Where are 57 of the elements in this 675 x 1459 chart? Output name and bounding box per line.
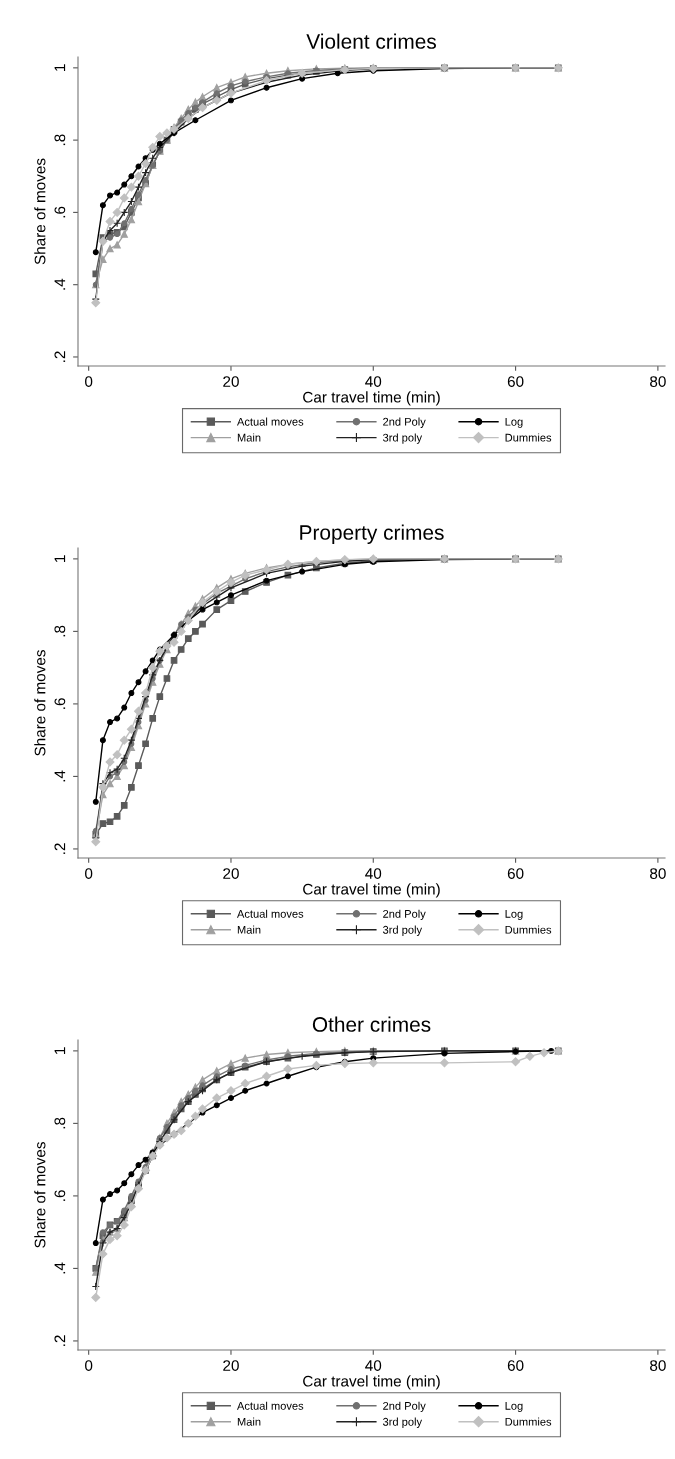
legend-label: Dummies	[505, 433, 552, 442]
legend-label: 2nd Poly	[383, 417, 426, 428]
legend-label: Actual moves	[236, 909, 304, 918]
y-tick-label: .4	[54, 770, 66, 782]
legend-label: Dummies	[505, 925, 552, 934]
chart-title: Other crimes	[312, 1016, 431, 1032]
legend-label: Dummies	[505, 1417, 552, 1426]
legend-label: 2nd Poly	[383, 1401, 426, 1412]
legend-label: 3rd poly	[382, 433, 423, 444]
x-tick-label: 80	[650, 376, 666, 387]
y-tick-label: .2	[54, 1335, 66, 1346]
x-tick-label: 80	[650, 868, 666, 879]
chart-title: Property crimes	[300, 524, 444, 544]
y-tick-label: .4	[54, 1262, 66, 1274]
x-tick-label: 0	[85, 1360, 93, 1371]
legend-label: Main	[237, 925, 261, 934]
legend-label: Main	[237, 1417, 261, 1426]
x-tick-label: 40	[365, 868, 382, 879]
legend-label: 2nd Poly	[383, 909, 426, 920]
y-tick-label: .8	[54, 625, 66, 637]
y-tick-label: .4	[54, 278, 66, 290]
legend-label: Log	[505, 417, 523, 428]
legend-label: Actual moves	[236, 1401, 304, 1410]
y-axis-title: Share of moves	[34, 1142, 46, 1248]
legend-label: 3rd poly	[382, 1417, 423, 1428]
x-tick-label: 60	[507, 868, 524, 879]
legend-label: Actual moves	[236, 417, 304, 426]
y-tick-label: .6	[54, 1190, 66, 1201]
y-tick-label: 1	[54, 64, 66, 71]
x-axis-title: Car travel time (min)	[303, 391, 440, 406]
x-tick-label: 0	[85, 376, 93, 387]
y-tick-label: .8	[54, 134, 66, 146]
y-axis-title: Share of moves	[34, 158, 46, 265]
x-tick-label: 0	[85, 868, 93, 879]
x-tick-label: 40	[365, 1360, 382, 1371]
legend-label: Log	[505, 1402, 523, 1412]
y-tick-label: .8	[54, 1117, 66, 1129]
legend-label: Log	[505, 910, 523, 920]
chart-title: Violent crimes	[306, 33, 436, 49]
y-tick-label: 1	[54, 1047, 66, 1054]
y-tick-label: 1	[54, 555, 66, 562]
y-tick-label: .2	[54, 843, 66, 854]
legend-label: Main	[237, 433, 261, 442]
y-axis-title: Share of moves	[34, 650, 46, 756]
y-tick-label: .6	[54, 206, 66, 218]
x-tick-label: 60	[507, 376, 524, 387]
y-tick-label: .6	[54, 698, 66, 709]
x-axis-title: Car travel time (min)	[303, 1375, 440, 1390]
y-tick-label: .2	[54, 351, 66, 362]
x-tick-label: 20	[223, 868, 239, 879]
x-axis-title: Car travel time (min)	[303, 883, 440, 898]
x-tick-label: 20	[223, 376, 239, 387]
x-tick-label: 40	[365, 376, 382, 387]
x-tick-label: 80	[650, 1360, 666, 1371]
legend-label: 3rd poly	[382, 925, 423, 936]
x-tick-label: 20	[223, 1360, 239, 1371]
x-tick-label: 60	[507, 1360, 524, 1371]
